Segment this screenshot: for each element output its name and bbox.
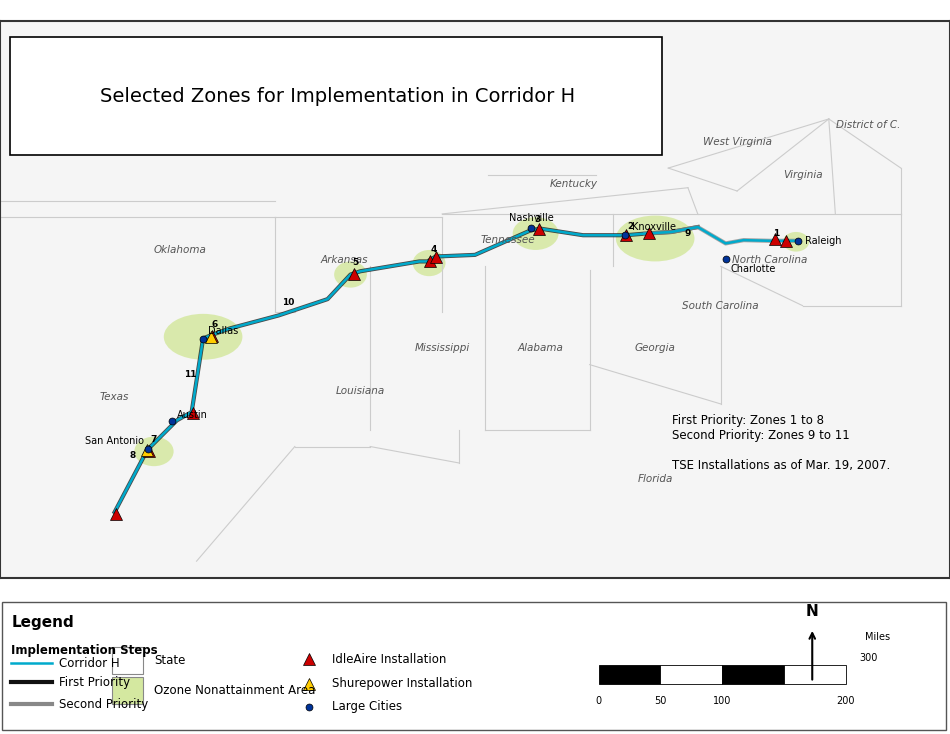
- Text: 2: 2: [628, 222, 634, 231]
- Text: 100: 100: [712, 696, 732, 706]
- Text: Knoxville: Knoxville: [632, 222, 675, 232]
- Text: Kentucky: Kentucky: [549, 179, 598, 189]
- Text: Charlotte: Charlotte: [731, 264, 776, 274]
- Text: Kansas: Kansas: [96, 140, 133, 150]
- Text: Oklahoma: Oklahoma: [154, 245, 206, 255]
- Text: 10: 10: [282, 298, 294, 308]
- Text: Dallas: Dallas: [208, 326, 238, 336]
- Text: 300: 300: [860, 653, 878, 663]
- Ellipse shape: [163, 314, 242, 360]
- Ellipse shape: [134, 437, 174, 466]
- Text: Arkansas: Arkansas: [320, 255, 368, 265]
- Text: Second Priority: Second Priority: [59, 697, 148, 711]
- Bar: [660, 665, 722, 684]
- FancyBboxPatch shape: [10, 37, 662, 155]
- Text: N: N: [806, 603, 819, 619]
- Text: First Priority: Zones 1 to 8
Second Priority: Zones 9 to 11

TSE Installations a: First Priority: Zones 1 to 8 Second Prio…: [672, 414, 890, 472]
- Text: 200: 200: [836, 696, 855, 706]
- Text: First Priority: First Priority: [59, 676, 130, 689]
- Ellipse shape: [513, 217, 559, 250]
- FancyBboxPatch shape: [112, 677, 143, 704]
- Text: Missouri: Missouri: [323, 140, 366, 150]
- Bar: [598, 665, 660, 684]
- Text: 5: 5: [352, 258, 358, 267]
- Ellipse shape: [412, 250, 446, 276]
- Text: Texas: Texas: [100, 393, 129, 402]
- Ellipse shape: [783, 232, 809, 252]
- Bar: [784, 665, 846, 684]
- Text: South Carolina: South Carolina: [682, 301, 759, 310]
- FancyBboxPatch shape: [112, 647, 143, 675]
- Text: Large Cities: Large Cities: [332, 700, 403, 713]
- Text: State: State: [154, 654, 185, 667]
- Text: Shurepower Installation: Shurepower Installation: [332, 677, 473, 690]
- Text: 7: 7: [151, 435, 157, 444]
- Text: Implementation Steps: Implementation Steps: [11, 644, 158, 658]
- Text: Raleigh: Raleigh: [805, 236, 841, 246]
- Text: 1: 1: [773, 228, 780, 238]
- Text: Mississippi: Mississippi: [414, 344, 470, 353]
- Ellipse shape: [616, 216, 694, 261]
- Text: Alabama: Alabama: [518, 344, 563, 353]
- Text: 3: 3: [534, 215, 541, 224]
- Text: Selected Zones for Implementation in Corridor H: Selected Zones for Implementation in Cor…: [100, 87, 575, 106]
- Text: Florida: Florida: [637, 474, 673, 484]
- Text: Louisiana: Louisiana: [335, 386, 385, 396]
- Text: 8: 8: [129, 451, 136, 459]
- Bar: [722, 665, 784, 684]
- Text: Indiana: Indiana: [522, 98, 560, 108]
- Text: 50: 50: [654, 696, 667, 706]
- Text: Austin: Austin: [178, 410, 208, 420]
- Text: 11: 11: [183, 371, 197, 379]
- Text: District of C.: District of C.: [836, 120, 901, 131]
- Polygon shape: [0, 21, 950, 578]
- Text: 4: 4: [431, 245, 437, 254]
- Text: Virginia: Virginia: [783, 170, 823, 180]
- Text: Nashville: Nashville: [509, 213, 554, 223]
- Text: 6: 6: [212, 320, 218, 330]
- FancyBboxPatch shape: [2, 603, 946, 730]
- Ellipse shape: [334, 261, 367, 288]
- Text: 9: 9: [685, 228, 691, 238]
- Text: Legend: Legend: [11, 614, 74, 630]
- Text: Corridor H: Corridor H: [59, 657, 120, 670]
- Text: Miles: Miles: [864, 632, 889, 642]
- Text: San Antonio: San Antonio: [86, 436, 144, 446]
- Text: Ozone Nonattainment Area: Ozone Nonattainment Area: [154, 684, 315, 697]
- Text: North Carolina: North Carolina: [732, 255, 808, 265]
- Text: Georgia: Georgia: [635, 344, 675, 353]
- Text: Tennessee: Tennessee: [481, 235, 535, 245]
- Text: West Virginia: West Virginia: [703, 137, 771, 147]
- Text: IdleAire Installation: IdleAire Installation: [332, 653, 446, 666]
- Text: 0: 0: [596, 696, 601, 706]
